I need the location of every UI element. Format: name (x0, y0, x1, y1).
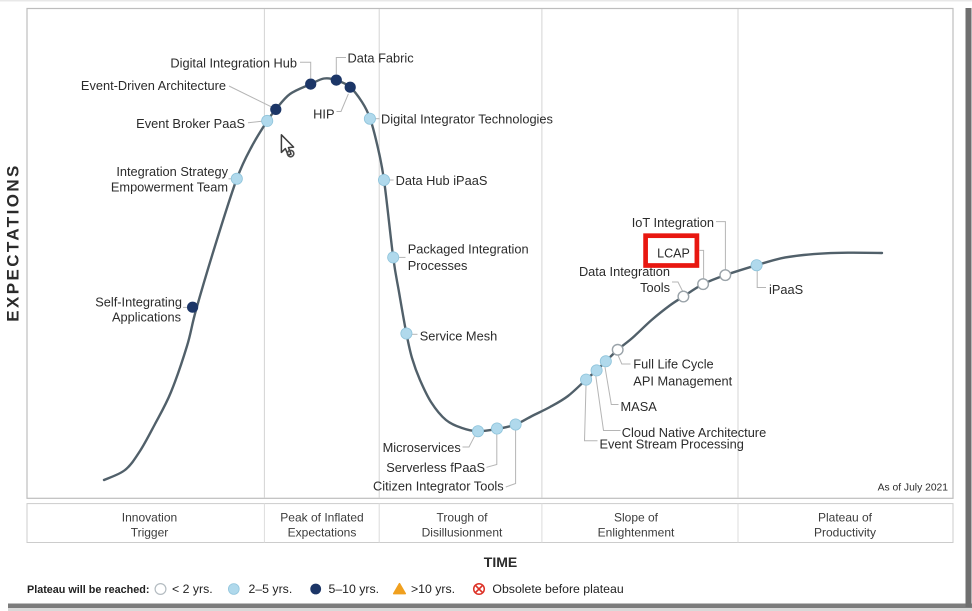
svg-text:< 2 yrs.: < 2 yrs. (172, 582, 213, 596)
svg-text:Cloud Native Architecture: Cloud Native Architecture (622, 425, 766, 440)
svg-text:Data Fabric: Data Fabric (348, 50, 415, 65)
svg-text:5–10 yrs.: 5–10 yrs. (329, 582, 380, 596)
svg-text:Empowerment Team: Empowerment Team (111, 180, 228, 195)
svg-text:Enlightenment: Enlightenment (598, 525, 675, 539)
svg-text:API Management: API Management (633, 374, 732, 389)
svg-text:>10 yrs.: >10 yrs. (411, 582, 455, 596)
svg-text:Plateau will be reached:: Plateau will be reached: (27, 584, 149, 596)
svg-text:Packaged Integration: Packaged Integration (408, 242, 529, 257)
svg-text:Event Stream Processing: Event Stream Processing (600, 437, 744, 452)
svg-text:HIP: HIP (313, 107, 334, 122)
svg-text:Trough of: Trough of (437, 511, 489, 525)
svg-text:TIME: TIME (484, 554, 517, 570)
svg-text:MASA: MASA (621, 399, 658, 414)
svg-text:iPaaS: iPaaS (769, 282, 803, 297)
svg-text:Plateau of: Plateau of (818, 511, 873, 525)
svg-text:Expectations: Expectations (288, 525, 357, 539)
svg-text:2–5 yrs.: 2–5 yrs. (249, 582, 293, 596)
svg-text:Slope of: Slope of (614, 511, 659, 525)
svg-text:Microservices: Microservices (383, 440, 461, 455)
svg-text:Digital Integrator Technologie: Digital Integrator Technologies (381, 111, 553, 126)
svg-text:Event-Driven Architecture: Event-Driven Architecture (81, 78, 226, 93)
svg-text:As of July 2021: As of July 2021 (878, 483, 949, 494)
svg-text:Service Mesh: Service Mesh (420, 329, 498, 344)
svg-text:Obsolete before plateau: Obsolete before plateau (492, 582, 623, 596)
svg-text:Processes: Processes (408, 258, 468, 273)
svg-text:Full Life Cycle: Full Life Cycle (633, 357, 713, 372)
svg-text:Event Broker PaaS: Event Broker PaaS (136, 116, 245, 131)
svg-text:Peak of Inflated: Peak of Inflated (280, 511, 363, 525)
svg-text:Citizen Integrator Tools: Citizen Integrator Tools (373, 479, 504, 494)
svg-text:Applications: Applications (112, 310, 181, 325)
svg-text:Data Hub iPaaS: Data Hub iPaaS (396, 173, 488, 188)
svg-text:Digital Integration Hub: Digital Integration Hub (170, 56, 297, 71)
svg-text:Productivity: Productivity (814, 525, 876, 539)
svg-text:Tools: Tools (640, 280, 670, 295)
svg-text:Innovation: Innovation (122, 511, 177, 525)
svg-text:Serverless fPaaS: Serverless fPaaS (386, 460, 485, 475)
svg-text:Disillusionment: Disillusionment (422, 525, 503, 539)
svg-text:Self-Integrating: Self-Integrating (95, 295, 182, 310)
svg-text:LCAP: LCAP (657, 247, 690, 261)
svg-text:Trigger: Trigger (131, 525, 169, 539)
svg-text:EXPECTATIONS: EXPECTATIONS (4, 163, 23, 322)
svg-text:IoT Integration: IoT Integration (632, 215, 714, 230)
svg-text:Integration Strategy: Integration Strategy (116, 164, 228, 179)
